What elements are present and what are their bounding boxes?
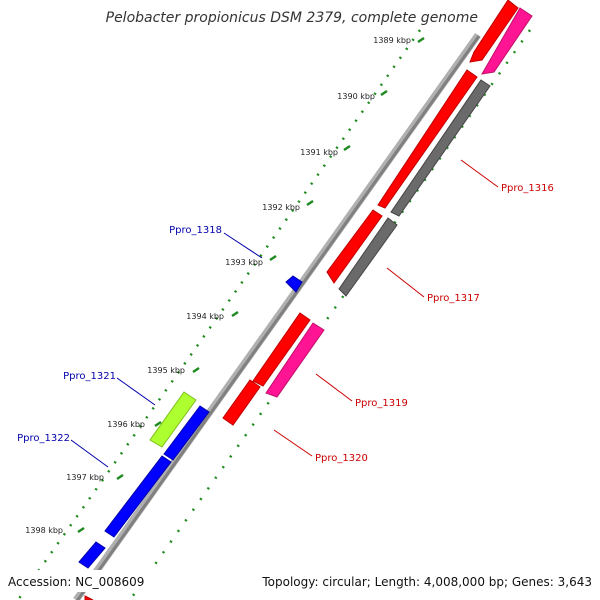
- gene-arrow: [84, 595, 94, 600]
- tick-label: 1396 kbp: [107, 420, 145, 429]
- gene-arrow: [265, 322, 325, 398]
- tick-label: 1392 kbp: [262, 203, 300, 212]
- reverse-strand-genes: [78, 275, 303, 569]
- map-title: Pelobacter propionicus DSM 2379, complet…: [106, 10, 478, 26]
- gene-label-ppro-1317: Ppro_1317: [427, 293, 480, 304]
- tick-label: 1395 kbp: [147, 366, 185, 375]
- accession-text: Accession: NC_008609: [8, 575, 144, 589]
- tick-marks: [77, 36, 425, 534]
- gene-arrow: [104, 455, 172, 538]
- tick-label: 1393 kbp: [225, 258, 263, 267]
- gene-arrow: [469, 0, 519, 63]
- tick-label: 1390 kbp: [337, 92, 375, 101]
- gene-arrow: [149, 391, 197, 448]
- tick-label: 1389 kbp: [373, 36, 411, 45]
- tick-label: 1391 kbp: [300, 148, 338, 157]
- gene-arrow: [252, 312, 311, 387]
- footer-band: [0, 570, 600, 592]
- forward-strand-genes: [84, 0, 533, 600]
- gene-arrow: [338, 217, 398, 297]
- gene-label-ppro-1318: Ppro_1318: [169, 225, 222, 236]
- gene-arrow: [481, 7, 533, 75]
- gene-label-ppro-1320: Ppro_1320: [315, 453, 368, 464]
- gene-label-ppro-1316: Ppro_1316: [501, 183, 554, 194]
- tick-label: 1397 kbp: [66, 473, 104, 482]
- gene-label-ppro-1319: Ppro_1319: [355, 398, 408, 409]
- tick-label: 1394 kbp: [186, 312, 224, 321]
- gene-arrow: [326, 209, 383, 284]
- gene-label-ppro-1321: Ppro_1321: [63, 371, 116, 382]
- tick-labels: 1389 kbp 1390 kbp 1391 kbp 1392 kbp 1393…: [25, 36, 411, 535]
- gene-arrow: [163, 405, 210, 461]
- gene-arrow: [285, 275, 303, 293]
- gene-arrow: [222, 379, 261, 426]
- gene-arrow: [78, 541, 106, 569]
- topology-text: Topology: circular; Length: 4,008,000 bp…: [261, 575, 592, 589]
- gene-label-ppro-1322: Ppro_1322: [17, 433, 70, 444]
- label-leaders: [70, 159, 499, 468]
- tick-label: 1398 kbp: [25, 526, 63, 535]
- gene-arrow: [377, 69, 478, 209]
- genome-backbone: [73, 32, 481, 600]
- gene-labels: Ppro_1316 Ppro_1317 Ppro_1318 Ppro_1319 …: [17, 183, 554, 464]
- gene-arrow: [390, 79, 491, 217]
